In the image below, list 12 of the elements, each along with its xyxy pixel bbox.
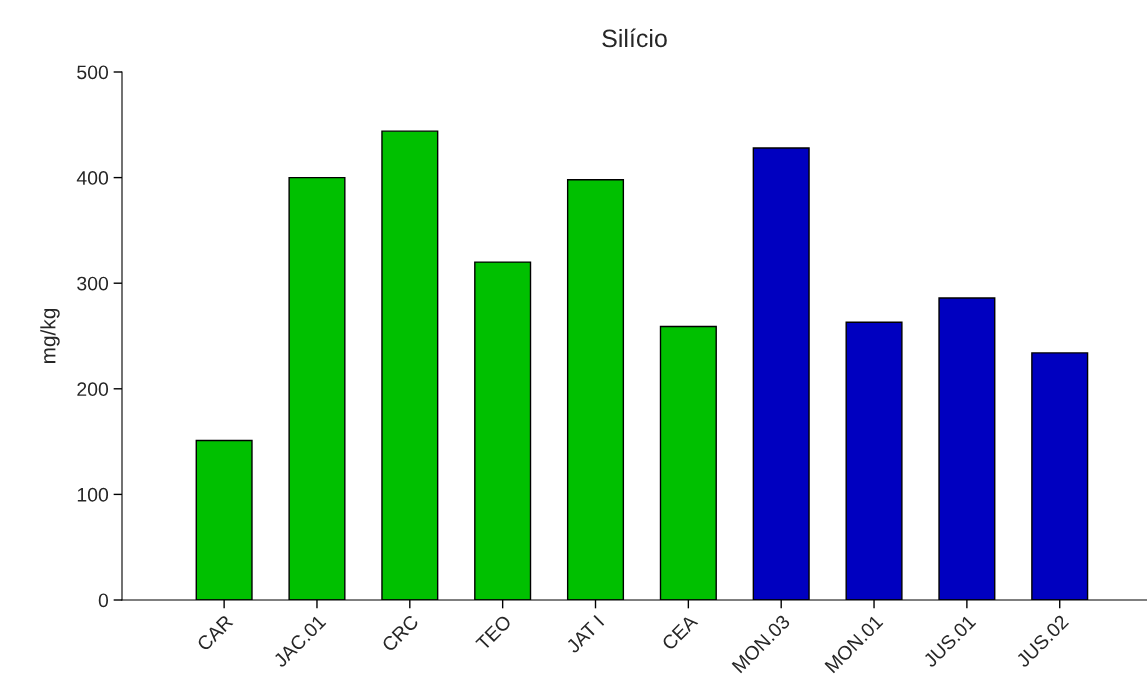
y-tick-label: 300 <box>77 276 109 291</box>
x-tick-label: JAT I <box>565 614 605 654</box>
x-tick-label: CAR <box>196 614 234 652</box>
y-tick-label: 400 <box>76 171 109 185</box>
y-tick-label: 500 <box>77 65 109 80</box>
x-tick-label: TEO <box>475 614 513 652</box>
y-tick-label: 100 <box>77 487 109 502</box>
y-tick-label: 0 <box>98 593 109 608</box>
y-axis-title: mg/kg <box>40 308 60 363</box>
chart-title: Silício <box>602 28 667 48</box>
y-tick-label: 200 <box>77 382 109 397</box>
x-tick-label: CEA <box>661 613 699 651</box>
